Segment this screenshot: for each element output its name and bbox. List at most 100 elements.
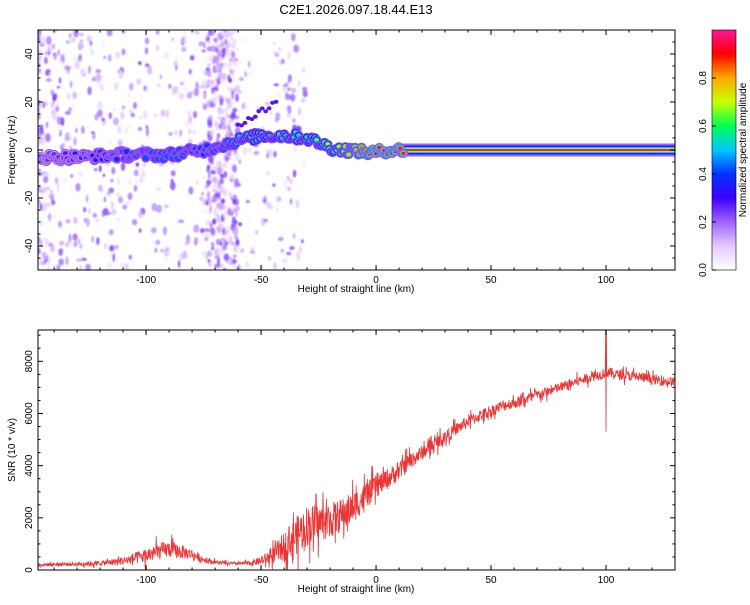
- heatmap-scatter-blob: [201, 232, 208, 239]
- heatmap-scatter-blob: [126, 124, 133, 130]
- heatmap-scatter-blob: [40, 35, 46, 45]
- heatmap-streak-blob: [259, 106, 265, 111]
- heatmap-scatter-blob: [124, 200, 131, 206]
- heatmap-scatter-blob: [220, 30, 224, 37]
- heatmap-scatter-blob: [112, 117, 119, 126]
- heatmap-scatter-blob: [164, 257, 169, 262]
- heatmap-scatter-blob: [273, 83, 280, 87]
- heatmap-scatter-blob: [107, 211, 111, 216]
- heatmap-scatter-blob: [107, 54, 112, 62]
- heatmap-scatter-blob: [93, 168, 98, 172]
- snr-plot-layer: [38, 330, 675, 570]
- heatmap-scatter-blob: [232, 254, 237, 258]
- heatmap-scatter-blob: [64, 110, 71, 116]
- heatmap-scatter-blob: [220, 109, 225, 115]
- heatmap-scatter-blob: [211, 87, 215, 94]
- heatmap-scatter-blob: [297, 106, 303, 112]
- heatmap-scatter-blob: [206, 164, 210, 173]
- heatmap-scatter-blob: [222, 210, 228, 219]
- heatmap-scatter-blob: [75, 127, 78, 134]
- heatmap-ridge-blob: [124, 149, 129, 154]
- heatmap-scatter-blob: [137, 127, 142, 132]
- heatmap-scatter-blob: [108, 252, 114, 256]
- heatmap-scatter-blob: [153, 238, 159, 246]
- heatmap-scatter-blob: [128, 254, 133, 260]
- heatmap-scatter-blob: [54, 99, 61, 107]
- heatmap-scatter-blob: [38, 126, 44, 135]
- heatmap-scatter-blob: [47, 214, 51, 220]
- heatmap-scatter-blob: [39, 105, 42, 109]
- colorbar: [711, 29, 737, 271]
- heatmap-scatter-blob: [103, 207, 109, 216]
- heatmap-scatter-blob: [231, 164, 237, 174]
- heatmap-scatter-blob: [145, 127, 150, 137]
- heatmap-scatter-blob: [208, 262, 212, 267]
- heatmap-scatter-blob: [38, 229, 42, 235]
- heatmap-scatter-blob: [228, 119, 232, 128]
- heatmap-scatter-blob: [91, 76, 97, 82]
- heatmap-scatter-blob: [114, 244, 119, 250]
- heatmap-scatter-blob: [242, 146, 248, 156]
- heatmap-scatter-blob: [222, 244, 228, 250]
- heatmap-scatter-blob: [219, 177, 224, 185]
- heatmap-scatter-blob: [276, 93, 283, 99]
- heatmap-scatter-blob: [120, 162, 126, 171]
- heatmap-scatter-blob: [231, 91, 235, 100]
- heatmap-scatter-blob: [80, 257, 87, 261]
- heatmap-scatter-blob: [58, 77, 62, 84]
- heatmap-scatter-blob: [179, 129, 183, 137]
- heatmap-streak-blob: [273, 99, 279, 104]
- heatmap-scatter-blob: [216, 166, 223, 176]
- heatmap-scatter-blob: [81, 43, 85, 50]
- snr-x-axis: -100 -50 0 50 100: [53, 330, 676, 586]
- colorbar-tick-label: 0.6: [698, 119, 709, 133]
- heatmap-scatter-blob: [266, 152, 270, 159]
- heatmap-scatter-blob: [275, 206, 279, 213]
- heatmap-scatter-blob: [132, 218, 138, 226]
- heatmap-scatter-blob: [214, 83, 219, 89]
- heatmap-scatter-blob: [287, 104, 292, 114]
- heatmap-scatter-blob: [121, 105, 126, 110]
- heatmap-scatter-blob: [249, 250, 256, 255]
- snr-x-tick-label: 50: [485, 575, 497, 586]
- heatmap-scatter-blob: [108, 187, 115, 194]
- heatmap-scatter-blob: [136, 78, 142, 85]
- heatmap-scatter-blob: [208, 114, 213, 121]
- heatmap-scatter-blob: [38, 168, 42, 173]
- heatmap-scatter-blob: [77, 238, 81, 245]
- heatmap-scatter-blob: [222, 167, 225, 171]
- heatmap-scatter-blob: [44, 51, 48, 55]
- heatmap-scatter-blob: [292, 118, 296, 124]
- snr-x-tick-label: 0: [373, 575, 379, 586]
- heatmap-scatter-blob: [85, 263, 91, 270]
- heatmap-streak-blob: [263, 109, 269, 114]
- heatmap-scatter-blob: [78, 171, 84, 178]
- heatmap-scatter-blob: [249, 216, 252, 222]
- heatmap-scatter-blob: [291, 87, 297, 94]
- heatmap-scatter-blob: [39, 240, 43, 248]
- heatmap-scatter-blob: [218, 161, 222, 168]
- heatmap-scatter-blob: [280, 248, 284, 253]
- heatmap-scatter-blob: [216, 248, 219, 256]
- heatmap-x-tick-label: -100: [136, 275, 156, 286]
- heatmap-scatter-blob: [103, 242, 107, 250]
- heatmap-scatter-blob: [117, 139, 123, 147]
- heatmap-scatter-blob: [263, 195, 267, 200]
- heatmap-scatter-blob: [229, 34, 234, 43]
- heatmap-scatter-blob: [278, 59, 284, 65]
- snr-y-axis: 0 2000 4000 6000 8000: [24, 334, 675, 573]
- colorbar-tick-label: 0.4: [698, 167, 709, 181]
- heatmap-scatter-blob: [202, 103, 208, 110]
- heatmap-title: C2E1.2026.097.18.44.E13: [279, 2, 432, 17]
- heatmap-scatter-blob: [216, 202, 223, 210]
- heatmap-scatter-blob: [168, 83, 172, 89]
- heatmap-scatter-blob: [226, 163, 230, 171]
- heatmap-scatter-blob: [218, 186, 225, 194]
- heatmap-scatter-blob: [215, 229, 219, 237]
- heatmap-scatter-blob: [90, 131, 96, 135]
- heatmap-scatter-blob: [77, 42, 82, 51]
- heatmap-scatter-blob: [174, 64, 178, 71]
- heatmap-scatter-blob: [285, 251, 292, 256]
- heatmap-scatter-blob: [275, 112, 281, 121]
- heatmap-scatter-blob: [42, 101, 46, 109]
